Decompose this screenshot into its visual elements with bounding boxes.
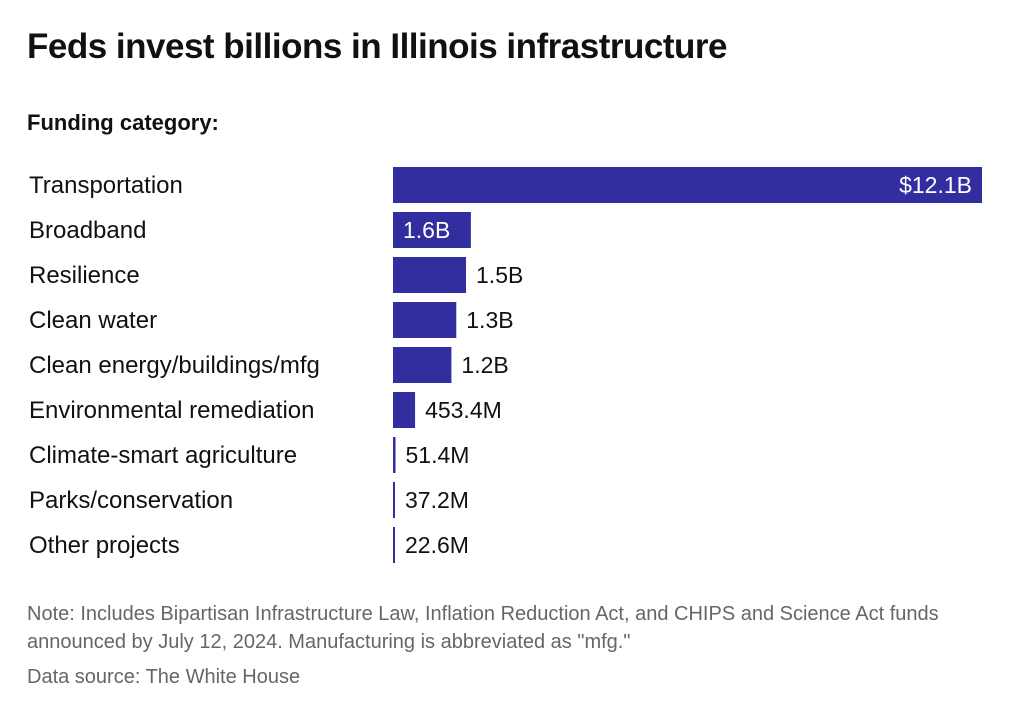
bar xyxy=(393,347,452,383)
data-label: 453.4M xyxy=(425,397,502,423)
bar xyxy=(393,392,416,428)
bar-row: Environmental remediation 453.4M xyxy=(29,392,502,428)
category-label: Other projects xyxy=(29,532,180,559)
chart-subtitle: Funding category: xyxy=(27,110,219,135)
data-label: 1.3B xyxy=(466,307,513,333)
category-label: Climate-smart agriculture xyxy=(29,442,297,469)
data-label: 37.2M xyxy=(405,487,469,513)
category-label: Clean water xyxy=(29,307,157,334)
data-label: 1.6B xyxy=(403,217,450,243)
category-label: Resilience xyxy=(29,262,140,289)
category-label: Environmental remediation xyxy=(29,397,314,424)
category-label: Broadband xyxy=(29,217,146,244)
category-label: Transportation xyxy=(29,172,183,199)
bar xyxy=(393,257,467,293)
data-label: $12.1B xyxy=(899,172,972,198)
footnote: Note: Includes Bipartisan Infrastructure… xyxy=(27,603,939,653)
bar-row: Transportation $12.1B xyxy=(29,167,982,203)
bar-row: Resilience 1.5B xyxy=(29,257,523,293)
bar xyxy=(393,212,471,248)
data-source: Data source: The White House xyxy=(27,666,301,688)
bar xyxy=(393,437,396,473)
bar xyxy=(393,482,395,518)
data-label: 1.2B xyxy=(461,352,508,378)
bar-chart: Transportation $12.1B Broadband 1.6B Resilie… xyxy=(29,167,982,563)
category-label: Parks/conservation xyxy=(29,487,233,514)
bar-row: Broadband 1.6B xyxy=(29,212,471,248)
bar xyxy=(393,527,395,563)
category-label: Clean energy/buildings/mfg xyxy=(29,352,320,379)
bar-row: Parks/conservation 37.2M xyxy=(29,482,469,518)
bar-row: Clean energy/buildings/mfg 1.2B xyxy=(29,347,509,383)
chart-title: Feds invest billions in Illinois infrast… xyxy=(27,27,727,66)
bar-row: Clean water 1.3B xyxy=(29,302,514,338)
data-label: 22.6M xyxy=(405,532,469,558)
bar xyxy=(393,302,457,338)
data-label: 1.5B xyxy=(476,262,523,288)
bar-row: Climate-smart agriculture 51.4M xyxy=(29,437,469,473)
bar-row: Other projects 22.6M xyxy=(29,527,469,563)
bar xyxy=(393,167,982,203)
data-label: 51.4M xyxy=(406,442,470,468)
